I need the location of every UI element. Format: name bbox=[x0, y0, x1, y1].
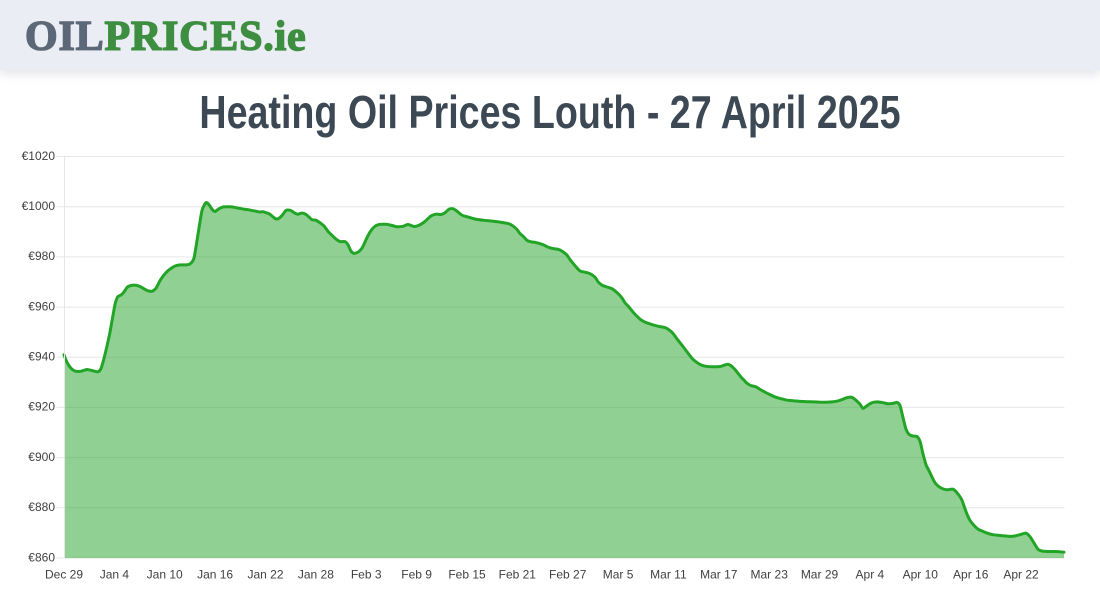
svg-text:Mar 23: Mar 23 bbox=[751, 568, 789, 582]
svg-text:€920: €920 bbox=[28, 400, 55, 414]
svg-text:Feb 9: Feb 9 bbox=[401, 568, 432, 582]
svg-text:Apr 16: Apr 16 bbox=[953, 568, 989, 582]
svg-text:Feb 3: Feb 3 bbox=[351, 568, 382, 582]
svg-text:Mar 5: Mar 5 bbox=[603, 568, 634, 582]
svg-text:Feb 27: Feb 27 bbox=[549, 568, 587, 582]
svg-text:€980: €980 bbox=[28, 249, 55, 263]
svg-text:Jan 4: Jan 4 bbox=[100, 568, 130, 582]
svg-text:€1020: €1020 bbox=[22, 149, 56, 163]
svg-text:Mar 29: Mar 29 bbox=[801, 568, 839, 582]
svg-text:Jan 22: Jan 22 bbox=[247, 568, 283, 582]
svg-text:Jan 10: Jan 10 bbox=[147, 568, 183, 582]
svg-text:Feb 21: Feb 21 bbox=[499, 568, 537, 582]
svg-text:€880: €880 bbox=[28, 500, 55, 514]
svg-text:Dec 29: Dec 29 bbox=[45, 568, 83, 582]
svg-text:€1000: €1000 bbox=[22, 199, 56, 213]
svg-text:€860: €860 bbox=[28, 550, 55, 564]
svg-text:€960: €960 bbox=[28, 299, 55, 313]
svg-text:Apr 4: Apr 4 bbox=[856, 568, 885, 582]
svg-text:Apr 22: Apr 22 bbox=[1003, 568, 1039, 582]
svg-text:Mar 11: Mar 11 bbox=[650, 568, 687, 582]
svg-text:€940: €940 bbox=[28, 350, 55, 364]
svg-text:Jan 16: Jan 16 bbox=[197, 568, 233, 582]
svg-text:Apr 10: Apr 10 bbox=[903, 568, 939, 582]
svg-text:€900: €900 bbox=[28, 450, 55, 464]
svg-text:Feb 15: Feb 15 bbox=[448, 568, 486, 582]
svg-text:Mar 17: Mar 17 bbox=[700, 568, 738, 582]
svg-text:Jan 28: Jan 28 bbox=[298, 568, 334, 582]
